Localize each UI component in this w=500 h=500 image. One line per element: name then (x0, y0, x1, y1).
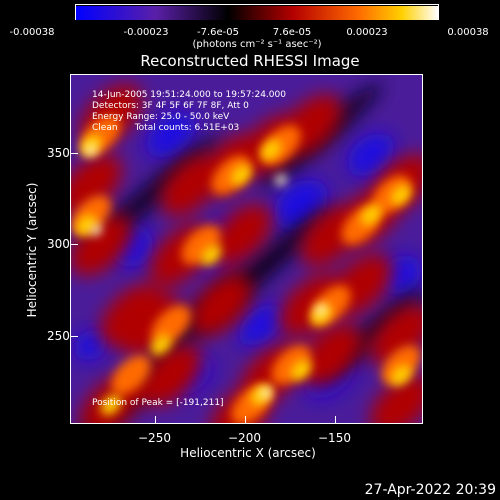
heatmap-peak (315, 304, 327, 316)
colorbar (75, 4, 439, 20)
heatmap-low-region (347, 133, 395, 177)
colorbar-tick-label: -0.00023 (123, 27, 169, 38)
colorbar-tick-label: -7.6e-05 (197, 27, 239, 38)
timestamp: 27-Apr-2022 20:39 (364, 482, 496, 498)
heatmap-peak (85, 144, 97, 156)
heatmap-bright-spot (390, 184, 412, 206)
y-tick-mark (70, 244, 78, 245)
heatmap-emission-band (139, 343, 203, 407)
heatmap-bright-spot (200, 244, 222, 266)
heatmap-peak (90, 224, 102, 236)
colorbar-tick-label: -0.00038 (9, 27, 55, 38)
heatmap-emission-core (111, 355, 151, 395)
heatmap-emission-band (299, 323, 363, 387)
heatmap-bright-spot (150, 334, 172, 356)
energy-range-text: Energy Range: 25.0 - 50.0 keV (92, 112, 230, 122)
heatmap-low-region (238, 304, 284, 346)
heatmap-emission-band (209, 203, 273, 267)
y-tick-label: 250 (47, 329, 70, 343)
colorbar-gradient (76, 6, 438, 20)
heatmap-emission-core (381, 345, 421, 385)
counts-text: Clean Total counts: 6.51E+03 (92, 123, 240, 133)
y-axis-label: Heliocentric Y (arcsec) (25, 182, 39, 318)
heatmap-bright-spot (290, 359, 312, 381)
heatmap-bright-spot (390, 364, 412, 386)
colorbar-tick-label: 0.00023 (346, 27, 388, 38)
y-tick-mark (70, 153, 78, 154)
y-tick-label: 350 (47, 146, 70, 160)
heatmap-bright-spot (260, 139, 282, 161)
x-tick-label: −150 (318, 431, 351, 445)
x-tick-mark (155, 416, 156, 424)
heatmap-low-region (146, 112, 196, 158)
heatmap-emission-core (151, 305, 191, 345)
heatmap-emission-band (369, 373, 422, 423)
time-range-text: 14-Jun-2005 19:51:24.000 to 19:57:24.000 (92, 90, 286, 100)
detectors-text: Detectors: 3F 4F 5F 6F 7F 8F, Att 0 (92, 101, 249, 111)
x-tick-label: −250 (138, 431, 171, 445)
chart-title: Reconstructed RHESSI Image (140, 52, 360, 70)
heatmap-peak (260, 387, 272, 399)
x-axis-label: Heliocentric X (arcsec) (180, 446, 316, 460)
peak-position-text: Position of Peak = [-191,211] (92, 398, 224, 408)
heatmap-emission-core (211, 155, 251, 195)
heatmap-bright-spot (360, 204, 382, 226)
x-tick-mark (335, 416, 336, 424)
heatmap-image (71, 75, 422, 423)
heatmap-bright-spot (230, 164, 252, 186)
y-tick-label: 300 (47, 237, 70, 251)
plot-area (70, 74, 423, 424)
colorbar-tick-label: 0.00038 (447, 27, 489, 38)
heatmap-peak (275, 174, 287, 186)
x-tick-label: −200 (228, 431, 261, 445)
y-tick-mark (70, 336, 78, 337)
x-tick-mark (245, 416, 246, 424)
colorbar-unit: (photons cm⁻² s⁻¹ asec⁻²) (192, 39, 322, 50)
heatmap-emission-core (371, 175, 411, 215)
colorbar-tick-label: 7.6e-05 (272, 27, 312, 38)
heatmap-bright-spot (100, 394, 122, 416)
heatmap-emission-band (189, 273, 253, 337)
heatmap-low-region (74, 329, 108, 361)
